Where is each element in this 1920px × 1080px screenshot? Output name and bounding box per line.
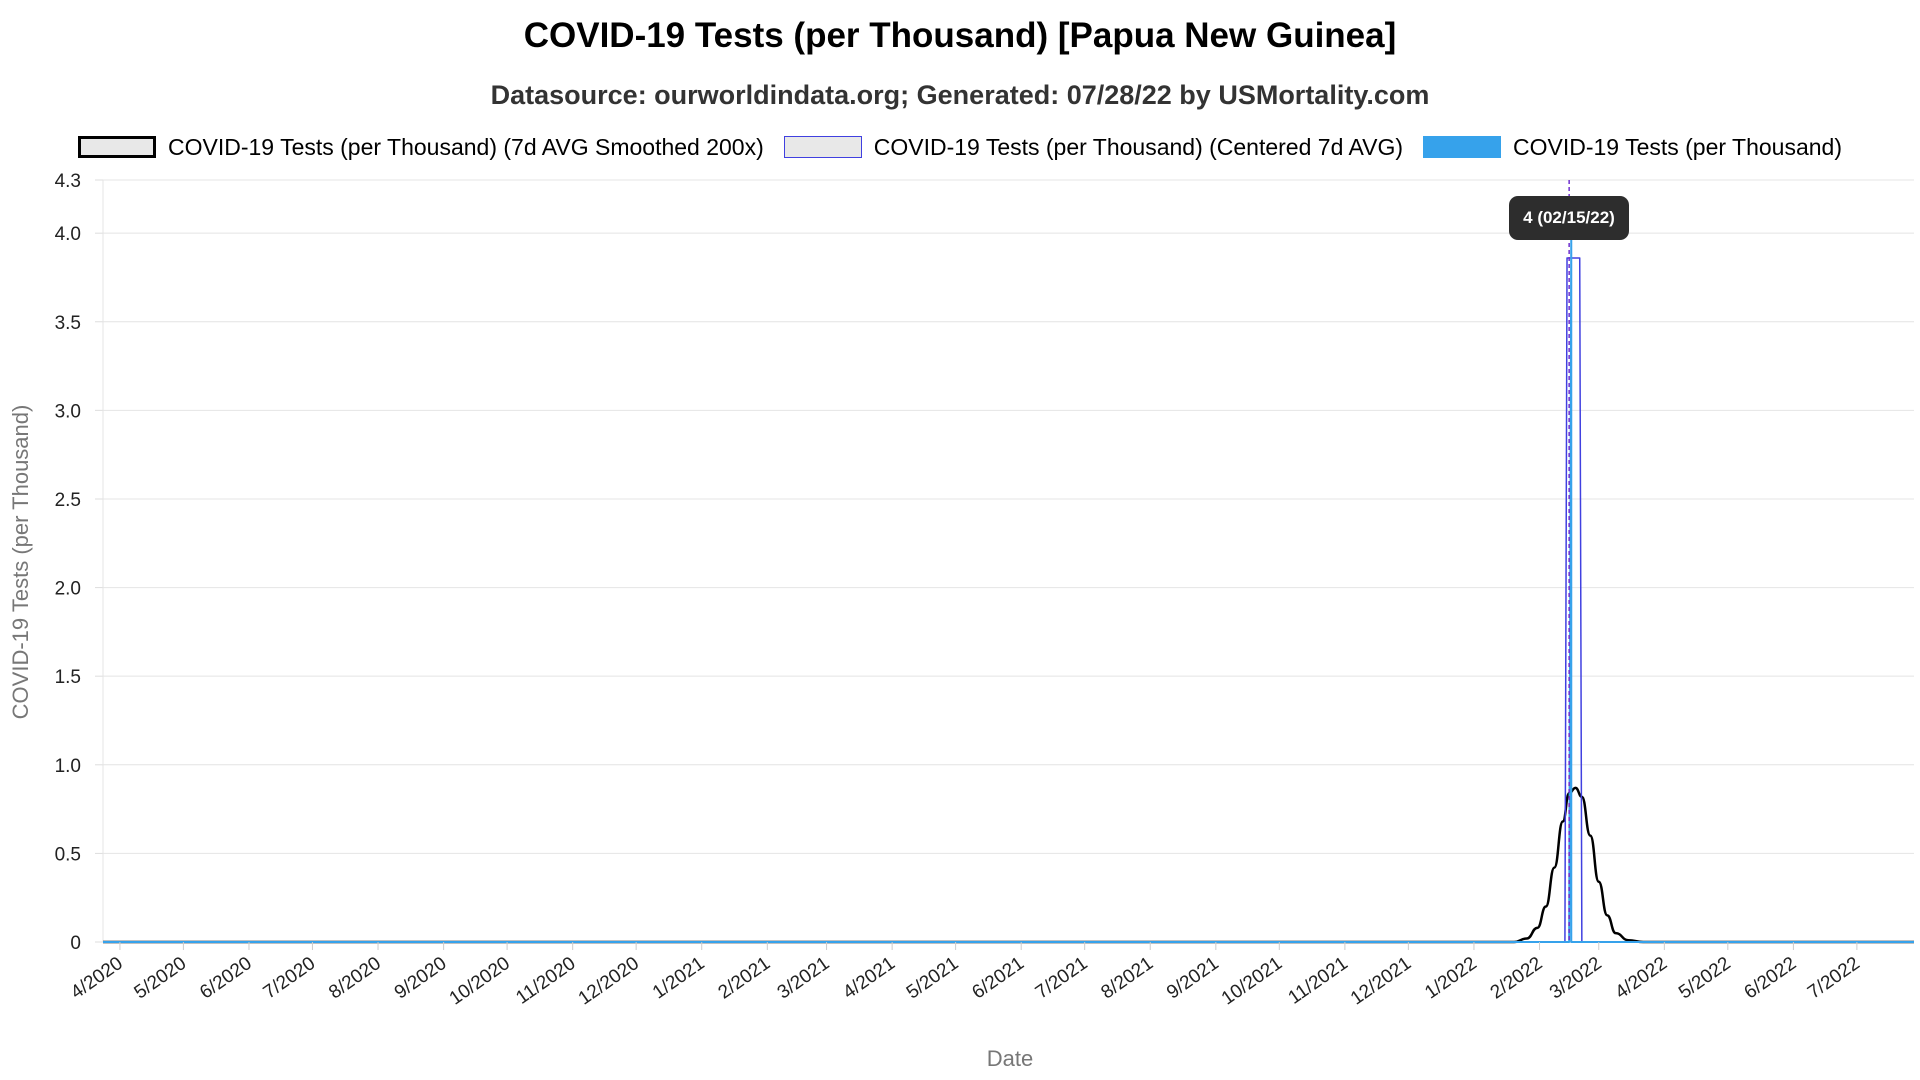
x-tick-label: 5/2022 <box>1675 953 1735 1004</box>
x-tick-label: 5/2021 <box>903 953 963 1004</box>
x-tick-label: 10/2020 <box>446 953 514 1010</box>
legend-item-smoothed[interactable]: COVID-19 Tests (per Thousand) (7d AVG Sm… <box>78 134 764 161</box>
x-tick-label: 1/2022 <box>1421 953 1481 1004</box>
x-tick-label: 11/2020 <box>512 953 579 1009</box>
legend-swatch-centered <box>783 136 862 158</box>
legend-label-raw: COVID-19 Tests (per Thousand) <box>1513 133 1842 160</box>
y-tick-label: 2.0 <box>55 579 81 600</box>
x-tick-label: 12/2020 <box>575 953 643 1010</box>
x-tick-label: 9/2020 <box>391 953 451 1004</box>
x-tick-label: 12/2021 <box>1347 953 1415 1010</box>
series-line-smoothed <box>103 786 1914 944</box>
chart-legend: COVID-19 Tests (per Thousand) (7d AVG Sm… <box>0 130 1920 164</box>
series-lines <box>103 180 1914 944</box>
x-axis-title: Date <box>987 1046 1033 1071</box>
grid-lines <box>95 179 1914 943</box>
x-tick-label: 2/2021 <box>715 953 775 1004</box>
x-tick-label: 6/2021 <box>968 953 1028 1004</box>
y-tick-label: 3.5 <box>55 313 81 334</box>
x-tick-label: 9/2021 <box>1163 953 1223 1004</box>
x-tick-label: 4/2021 <box>839 953 899 1004</box>
x-tick-label: 6/2020 <box>196 953 256 1004</box>
legend-swatch-raw <box>1423 136 1502 158</box>
x-tick-label: 6/2022 <box>1741 953 1801 1004</box>
x-tick-label: 4/2020 <box>67 953 127 1004</box>
x-tick-label: 5/2020 <box>131 953 191 1004</box>
chart-title: COVID-19 Tests (per Thousand) [Papua New… <box>523 16 1397 55</box>
x-tick-label: 11/2021 <box>1285 953 1352 1009</box>
x-tick-label: 10/2021 <box>1218 953 1286 1010</box>
y-tick-label: 3.0 <box>55 401 81 422</box>
x-tick-label: 8/2020 <box>325 953 385 1004</box>
y-tick-label: 0.5 <box>55 844 81 865</box>
x-tick-label: 7/2020 <box>260 953 320 1004</box>
x-tick-label: 1/2021 <box>649 953 709 1004</box>
legend-swatch-smoothed <box>78 136 157 158</box>
y-tick-label: 2.5 <box>55 490 81 511</box>
x-tick-label: 4/2022 <box>1612 953 1672 1004</box>
y-tick-label: 1.0 <box>55 756 81 777</box>
legend-item-raw[interactable]: COVID-19 Tests (per Thousand) <box>1423 134 1842 161</box>
x-tick-label: 8/2021 <box>1097 953 1157 1004</box>
series-line-centered <box>103 257 1914 943</box>
x-tick-label: 7/2021 <box>1032 953 1092 1004</box>
y-tick-label: 4.0 <box>55 224 81 245</box>
hover-tooltip: 4 (02/15/22) <box>1509 196 1629 240</box>
x-tick-label: 7/2022 <box>1804 953 1864 1004</box>
x-tick-label: 2/2022 <box>1487 953 1547 1004</box>
y-axis-title: COVID-19 Tests (per Thousand) <box>8 405 33 720</box>
legend-item-centered[interactable]: COVID-19 Tests (per Thousand) (Centered … <box>783 133 1404 161</box>
legend-label-smoothed: COVID-19 Tests (per Thousand) (7d AVG Sm… <box>168 133 764 160</box>
x-tick-label: 3/2021 <box>774 953 834 1004</box>
y-tick-label: 1.5 <box>55 667 81 688</box>
y-tick-label: 0 <box>70 933 81 954</box>
x-tick-label: 3/2022 <box>1546 953 1606 1004</box>
chart-subtitle: Datasource: ourworldindata.org; Generate… <box>490 80 1430 110</box>
y-axis-ticks: 0 0.5 1.0 1.5 2.0 2.5 3.0 3.5 4.0 4.3 <box>55 171 81 954</box>
legend-label-centered: COVID-19 Tests (per Thousand) (Centered … <box>873 133 1404 160</box>
x-axis-ticks: 4/2020 5/2020 6/2020 7/2020 8/2020 9/202010/2… <box>67 942 1864 1009</box>
y-tick-label: 4.3 <box>55 171 81 192</box>
